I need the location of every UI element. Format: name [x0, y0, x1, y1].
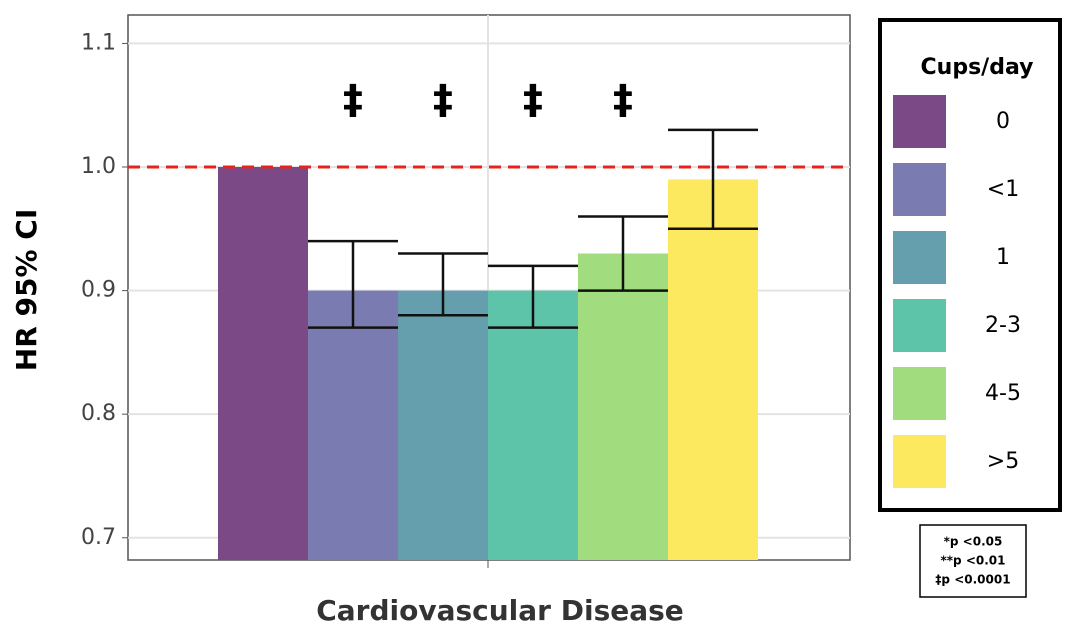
- significance-label: ‡: [613, 77, 633, 123]
- y-tick-label: 0.8: [81, 401, 116, 426]
- bar: [668, 179, 758, 560]
- footnote-box: [919, 524, 1027, 598]
- y-tick-label: 1.1: [81, 30, 116, 55]
- footnote: **p <0.01: [941, 554, 1006, 568]
- legend-swatch: [893, 95, 946, 148]
- legend-swatch: [893, 435, 946, 488]
- y-tick-label: 0.9: [81, 278, 116, 303]
- legend-swatch: [893, 163, 946, 216]
- y-tick-label: 1.0: [81, 154, 116, 179]
- x-axis-label: Cardiovascular Disease: [316, 594, 684, 627]
- marks: [218, 167, 758, 560]
- legend-label: 0: [996, 109, 1010, 134]
- legend-title: Cups/day: [921, 55, 1034, 80]
- legend-label: >5: [987, 449, 1019, 474]
- bar: [488, 290, 578, 560]
- bar: [398, 290, 488, 560]
- legend-swatch: [893, 299, 946, 352]
- significance-label: ‡: [433, 77, 453, 123]
- legend-label: 1: [996, 245, 1010, 270]
- bar: [578, 253, 668, 560]
- legend-label: 4-5: [985, 381, 1021, 406]
- footnote: *p <0.05: [944, 535, 1003, 549]
- legend-swatch: [893, 231, 946, 284]
- significance-label: ‡: [343, 77, 363, 123]
- y-axis-label: HR 95% CI: [10, 209, 43, 371]
- footnote: ‡p <0.0001: [935, 573, 1010, 587]
- legend: 0 <1 1 2-3 4-5 >5: [893, 95, 1021, 488]
- legend-label: <1: [987, 177, 1019, 202]
- bar: [308, 290, 398, 560]
- bar: [218, 167, 308, 560]
- legend-label: 2-3: [985, 313, 1021, 338]
- significance-label: ‡: [523, 77, 543, 123]
- y-tick-label: 0.7: [81, 525, 116, 550]
- legend-swatch: [893, 367, 946, 420]
